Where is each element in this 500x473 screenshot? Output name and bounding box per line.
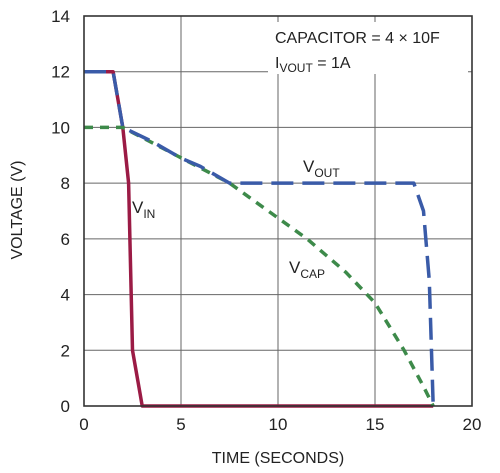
series-line-vcap [84,125,435,407]
plot-frame [83,15,473,407]
y-tick-label: 12 [51,63,70,82]
y-tick-label: 0 [61,397,70,416]
x-tick-label: 5 [176,415,185,434]
y-tick-label: 10 [51,118,70,137]
series-label-vin: VIN [132,198,155,221]
series-label-vcap: VCAP [289,258,325,281]
series-lines [84,69,435,408]
annotation-iout: IVOUT = 1A [275,55,351,75]
x-tick-label: 0 [79,415,88,434]
tick-labels: 0 5 10 15 20 0 2 4 6 8 10 12 14 [51,7,481,434]
y-tick-label: 6 [61,230,70,249]
x-tick-label: 15 [366,415,385,434]
series-line-vout [84,69,435,407]
x-axis-title: TIME (SECONDS) [212,450,344,467]
series-label-vout: VOUT [303,157,340,180]
annotation-box [268,22,468,74]
y-tick-label: 14 [51,7,70,26]
y-tick-label: 2 [61,341,70,360]
y-tick-label: 4 [61,286,70,305]
y-axis-title: VOLTAGE (V) [9,161,26,260]
x-tick-label: 10 [269,415,288,434]
annotation-capacitor: CAPACITOR = 4 × 10F [275,30,440,47]
y-tick-label: 8 [61,174,70,193]
x-tick-label: 20 [463,415,482,434]
